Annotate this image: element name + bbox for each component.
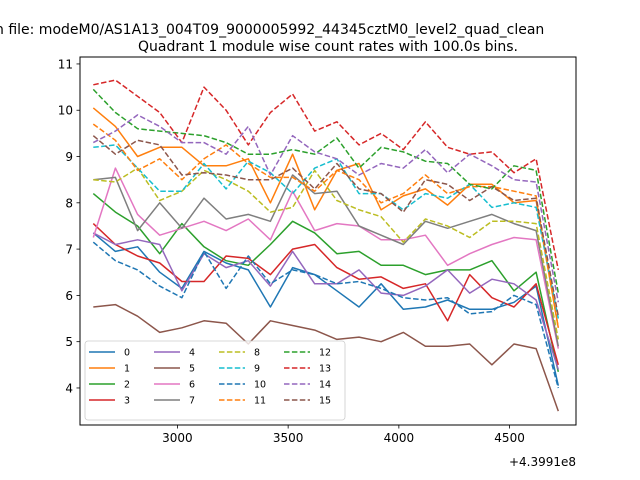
legend-label-6: 6: [189, 380, 195, 391]
series-line-8: [93, 167, 560, 340]
y-tick-label: 8: [65, 196, 73, 210]
legend-label-14: 14: [319, 380, 331, 391]
y-axis: 4 5 6 7 8 9 10 11: [58, 57, 80, 395]
legend-label-10: 10: [254, 380, 266, 391]
y-tick-label: 4: [65, 381, 73, 395]
series-line-1: [92, 107, 560, 328]
y-tick-label: 6: [65, 289, 73, 303]
legend-label-3: 3: [124, 396, 130, 407]
series-line-5: [93, 303, 560, 412]
y-tick-label: 7: [65, 243, 73, 257]
y-tick-label: 9: [65, 150, 73, 164]
legend-label-5: 5: [189, 364, 195, 375]
series-line-0: [92, 232, 560, 386]
legend-label-15: 15: [319, 396, 331, 407]
plot-frame: [79, 56, 577, 426]
legend-label-12: 12: [319, 348, 331, 359]
figure-suptitle: n file: modeM0/AS1A13_004T09_9000005992_…: [0, 22, 544, 38]
series-layer: [92, 79, 560, 412]
legend-label-1: 1: [124, 364, 130, 375]
legend-label-4: 4: [189, 348, 195, 359]
legend-label-9: 9: [254, 364, 260, 375]
y-tick-label: 5: [65, 335, 73, 349]
series-line-14: [92, 114, 560, 303]
series-line-10: [92, 241, 560, 389]
x-tick-label: 3000: [162, 431, 193, 445]
series-line-15: [92, 135, 560, 317]
series-line-12: [92, 88, 560, 294]
series-line-4: [92, 232, 560, 370]
series-line-2: [92, 193, 560, 372]
x-tick-label: 4500: [494, 431, 525, 445]
legend-label-7: 7: [189, 396, 195, 407]
chart-title: Quadrant 1 module wise count rates with …: [138, 39, 518, 55]
legend-label-8: 8: [254, 348, 260, 359]
y-tick-label: 10: [58, 104, 73, 118]
series-line-7: [93, 174, 560, 347]
legend-label-0: 0: [124, 348, 130, 359]
x-tick-label: 4000: [384, 431, 415, 445]
series-line-13: [93, 79, 560, 271]
legend-box: [84, 340, 346, 421]
series-line-6: [92, 167, 560, 349]
x-offset-label: +4.3991e8: [509, 455, 576, 469]
legend-label-13: 13: [319, 364, 331, 375]
legend-label-11: 11: [254, 396, 266, 407]
y-tick-label: 11: [58, 57, 73, 71]
x-tick-label: 3500: [273, 431, 304, 445]
legend-label-2: 2: [124, 380, 130, 391]
x-axis: 3000 3500 4000 4500: [162, 425, 525, 445]
series-line-9: [93, 144, 560, 319]
